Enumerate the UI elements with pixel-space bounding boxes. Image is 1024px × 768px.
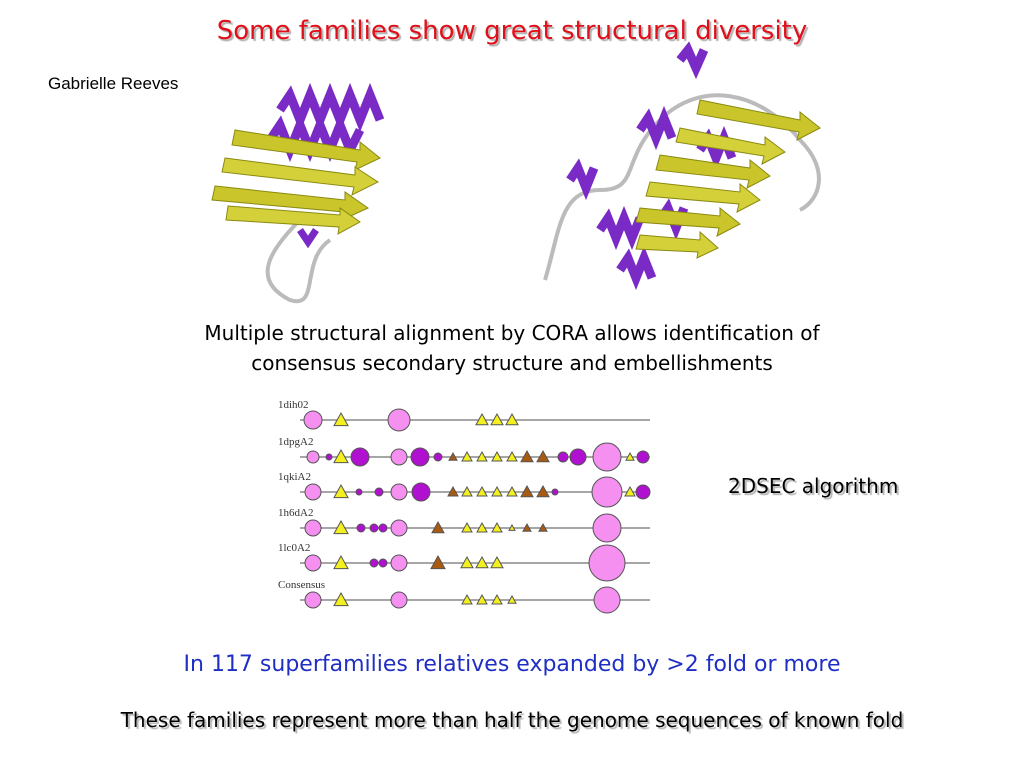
algorithm-label: 2DSEC algorithm <box>728 474 899 498</box>
helix-symbol <box>387 408 411 432</box>
strand-symbol <box>461 450 473 462</box>
helix-symbol <box>551 488 559 496</box>
strand-symbol <box>333 554 349 570</box>
row-label: 1dih02 <box>278 399 309 411</box>
row-label: 1dpgA2 <box>278 436 313 448</box>
strand-symbol <box>538 522 548 532</box>
helix-symbol <box>635 484 651 500</box>
helix-symbol <box>378 558 388 568</box>
strand-symbol <box>476 521 488 533</box>
helix-symbol <box>306 450 320 464</box>
helix-symbol <box>390 519 408 537</box>
strand-symbol <box>506 485 518 497</box>
helix-symbol <box>410 447 430 467</box>
helix-symbol <box>355 488 363 496</box>
caption-line: Multiple structural alignment by CORA al… <box>204 321 820 345</box>
strand-symbol <box>447 485 459 497</box>
helix-symbol <box>304 519 322 537</box>
strand-symbol <box>520 449 534 463</box>
strand-symbol <box>491 450 503 462</box>
strand-symbol <box>460 555 474 569</box>
strand-symbol <box>522 522 532 532</box>
row-label: 1h6dA2 <box>278 507 313 519</box>
protein-small <box>211 82 385 304</box>
strand-symbol <box>475 555 489 569</box>
helix-symbol <box>569 448 587 466</box>
helix-symbol <box>433 452 443 462</box>
helix-symbol <box>304 483 322 501</box>
strand-symbol <box>461 485 473 497</box>
helix-symbol <box>557 451 569 463</box>
helix-symbol <box>592 442 622 472</box>
strand-symbol <box>448 451 458 461</box>
strand-symbol <box>333 591 349 607</box>
helix-symbol <box>411 482 431 502</box>
strand-symbol <box>625 451 635 461</box>
strand-symbol <box>506 450 518 462</box>
families-note: These families represent more than half … <box>120 708 904 732</box>
helix-symbol <box>593 586 621 614</box>
helix-symbol <box>304 554 322 572</box>
strand-symbol <box>333 483 349 499</box>
strand-symbol <box>490 555 504 569</box>
helix-symbol <box>356 523 366 533</box>
helix-symbol <box>374 487 384 497</box>
strand-symbol <box>520 484 534 498</box>
helix-symbol <box>369 523 379 533</box>
strand-symbol <box>491 593 503 605</box>
author: Gabrielle Reeves <box>48 74 179 93</box>
strand-symbol <box>461 521 473 533</box>
row-label: 1lc0A2 <box>278 542 310 554</box>
strand-symbol <box>536 449 550 463</box>
strand-symbol <box>476 450 488 462</box>
caption-line: consensus secondary structure and embell… <box>251 351 773 375</box>
strand-symbol <box>475 412 489 426</box>
helix-symbol <box>390 483 408 501</box>
helix-symbol <box>588 544 626 582</box>
helix-symbol <box>390 591 408 609</box>
superfamilies-note: In 117 superfamilies relatives expanded … <box>183 652 841 677</box>
helix-symbol <box>390 554 408 572</box>
strand-symbol <box>536 484 550 498</box>
helix-symbol <box>350 447 370 467</box>
row-label: 1qkiA2 <box>278 471 311 483</box>
strand-symbol <box>476 593 488 605</box>
helix-symbol <box>325 453 333 461</box>
slide-title: Some families show great structural dive… <box>216 16 808 46</box>
strand-symbol <box>508 523 516 531</box>
helix-symbol <box>591 476 623 508</box>
strand-symbol <box>333 411 349 427</box>
helix-symbol <box>369 558 379 568</box>
helix-symbol <box>304 591 322 609</box>
strand-symbol <box>333 448 349 464</box>
helix-symbol <box>378 523 388 533</box>
strand-symbol <box>461 593 473 605</box>
strand-symbol <box>624 485 636 497</box>
strand-symbol <box>505 412 519 426</box>
helix-symbol <box>303 410 323 430</box>
protein-large <box>543 41 821 291</box>
caption: Multiple structural alignment by CORA al… <box>0 318 1024 378</box>
strand-symbol <box>476 485 488 497</box>
strand-symbol <box>491 521 503 533</box>
helix-symbol <box>636 450 650 464</box>
strand-symbol <box>490 412 504 426</box>
strand-symbol <box>333 519 349 535</box>
strand-symbol <box>491 485 503 497</box>
strand-symbol <box>430 554 446 570</box>
strand-symbol <box>431 520 445 534</box>
row-label: Consensus <box>278 579 325 591</box>
helix-symbol <box>390 448 408 466</box>
strand-symbol <box>507 594 517 604</box>
helix-symbol <box>592 513 622 543</box>
